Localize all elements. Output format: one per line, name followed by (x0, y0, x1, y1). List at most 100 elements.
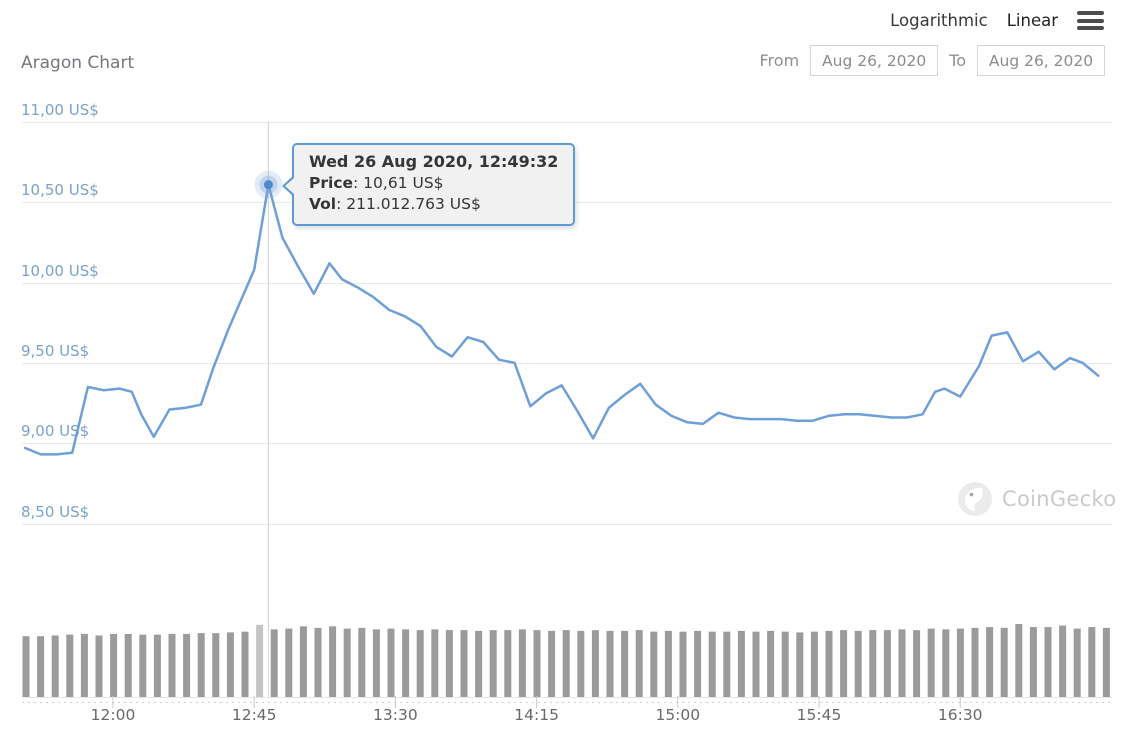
volume-bar (1088, 627, 1096, 697)
volume-bar (840, 630, 848, 697)
volume-bar (314, 627, 322, 697)
volume-bar (621, 630, 629, 697)
tooltip-datetime: Wed 26 Aug 2020, 12:49:32 (309, 152, 559, 171)
volume-bar (562, 630, 570, 697)
volume-bar (694, 630, 702, 697)
volume-bar (343, 628, 351, 697)
volume-bar (913, 630, 921, 697)
scale-option-logarithmic[interactable]: Logarithmic (890, 11, 988, 30)
volume-bar (971, 627, 979, 697)
y-gridline (22, 362, 1112, 364)
volume-bar (285, 628, 293, 697)
scale-option-linear[interactable]: Linear (1006, 11, 1058, 30)
volume-bar (1044, 627, 1052, 697)
volume-bar (737, 630, 745, 697)
volume-bar (1059, 625, 1067, 697)
y-gridline (22, 443, 1112, 445)
volume-bar (197, 633, 205, 697)
volume-bar (679, 631, 687, 697)
page-title: Aragon Chart (21, 53, 135, 73)
volume-bar (664, 630, 672, 697)
volume-bar (95, 635, 103, 697)
volume-bar (1073, 628, 1081, 697)
volume-bar (299, 626, 307, 697)
volume-bar (329, 626, 337, 697)
volume-bar (854, 630, 862, 697)
volume-bar (825, 630, 833, 697)
volume-bar (591, 630, 599, 697)
menu-icon[interactable] (1077, 11, 1104, 30)
volume-bar (80, 633, 88, 697)
y-gridline (22, 122, 1112, 123)
date-range-controls: From To (760, 45, 1105, 76)
volume-bar (168, 633, 176, 697)
to-label: To (949, 51, 966, 70)
volume-bar (635, 630, 643, 697)
volume-bar (212, 633, 220, 697)
volume-bar (518, 629, 526, 697)
volume-bar (1015, 624, 1023, 697)
volume-bar (577, 630, 585, 697)
volume-bar (153, 634, 161, 697)
watermark: CoinGecko (957, 481, 1116, 517)
volume-bar (504, 630, 512, 697)
x-axis-label: 13:30 (373, 706, 418, 724)
volume-bar (372, 629, 380, 697)
coingecko-gecko-icon (958, 482, 992, 516)
y-axis-label: 11,00 US$ (21, 101, 99, 119)
volume-bar (869, 630, 877, 697)
tooltip-row-price: Price: 10,61 US$ (309, 174, 444, 192)
volume-bar (606, 630, 614, 697)
volume-bar (66, 634, 74, 697)
volume-bar (1000, 627, 1008, 697)
price-line-series (23, 183, 1100, 456)
volume-bar (183, 633, 191, 697)
to-date-input[interactable] (977, 45, 1105, 76)
volume-bar (796, 632, 804, 697)
y-gridline (22, 523, 1112, 525)
volume-bar (942, 629, 950, 697)
volume-bar (533, 630, 541, 697)
volume-bar (986, 627, 994, 697)
volume-bar (445, 630, 453, 697)
y-axis-label: 8,50 US$ (21, 502, 90, 521)
volume-bar (51, 635, 59, 697)
volume-bar (402, 629, 410, 697)
volume-bar (883, 630, 891, 697)
volume-bar (226, 632, 234, 697)
volume-bar (927, 628, 935, 697)
volume-bar (956, 628, 964, 697)
watermark-text: CoinGecko (1002, 487, 1117, 511)
from-label: From (759, 51, 800, 70)
volume-bar (139, 634, 147, 697)
volume-bar (460, 630, 468, 697)
volume-bar (898, 629, 906, 697)
volume-bar (548, 630, 556, 697)
volume-bar (1102, 627, 1110, 697)
volume-bar (708, 631, 716, 697)
chart-tooltip: Wed 26 Aug 2020, 12:49:32 Price: 10,61 U… (281, 143, 576, 226)
volume-bar (387, 628, 395, 697)
volume-bar (37, 636, 45, 697)
y-axis-label: 9,50 US$ (21, 341, 90, 360)
x-axis-label: 15:45 (796, 706, 842, 724)
tooltip-row-vol: Vol: 211.012.763 US$ (309, 195, 481, 213)
x-axis-label: 16:30 (937, 706, 983, 724)
volume-bar (781, 631, 789, 697)
volume-bar (752, 631, 760, 697)
volume-bar (416, 630, 424, 697)
volume-bar (358, 627, 366, 697)
y-axis-label: 10,00 US$ (21, 261, 99, 280)
volume-bar (475, 630, 483, 697)
volume-bar (489, 630, 497, 697)
from-date-input[interactable] (810, 45, 939, 76)
y-axis-label: 9,00 US$ (21, 422, 90, 441)
y-gridline (22, 282, 1112, 284)
volume-bar (1029, 627, 1037, 697)
volume-bar (110, 633, 118, 697)
volume-bar (723, 631, 731, 697)
x-axis-label: 12:00 (90, 706, 136, 724)
volume-bar (124, 633, 132, 697)
